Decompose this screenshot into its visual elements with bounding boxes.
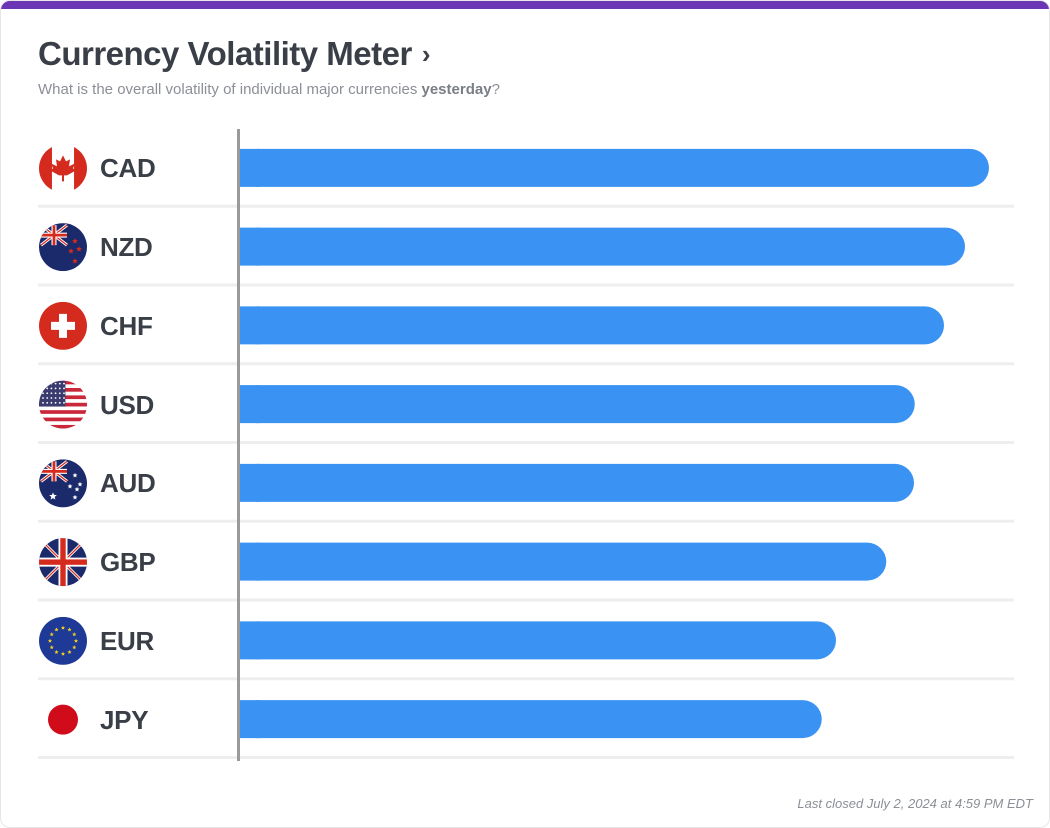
- bar-gbp: [239, 542, 887, 581]
- currency-label-usd: USD: [100, 389, 154, 420]
- uk-flag-icon: [39, 538, 87, 587]
- row-separator: [38, 519, 1014, 523]
- japan-flag-icon: [39, 695, 87, 744]
- bar-gbp-base: [239, 542, 260, 581]
- accent-bar: [1, 1, 1049, 9]
- bar-chf: [239, 306, 944, 345]
- new-zealand-flag-icon: [39, 223, 87, 272]
- y-axis-line: [237, 129, 240, 761]
- currency-label-gbp: GBP: [100, 547, 156, 578]
- last-closed-text: Last closed July 2, 2024 at 4:59 PM EDT: [797, 796, 1033, 811]
- currency-label-chf: CHF: [100, 310, 153, 341]
- bar-jpy: [239, 700, 822, 739]
- bar-nzd: [239, 227, 965, 266]
- currency-label-aud: AUD: [100, 468, 156, 499]
- row-separator: [38, 204, 1014, 208]
- bar-cad: [239, 148, 989, 187]
- title-link[interactable]: Currency Volatility Meter ›: [38, 35, 431, 73]
- subtitle-end: ?: [491, 81, 500, 98]
- bar-aud-base: [239, 463, 260, 502]
- australia-flag-icon: [39, 459, 87, 508]
- row-separator: [38, 598, 1014, 602]
- row-separator: [38, 756, 1014, 759]
- switzerland-flag-icon: [39, 301, 87, 350]
- bar-eur-base: [239, 621, 260, 660]
- canada-flag-icon: [39, 144, 87, 193]
- bar-aud: [239, 463, 914, 502]
- currency-label-jpy: JPY: [100, 704, 149, 735]
- eu-flag-icon: [39, 616, 87, 665]
- bar-eur: [239, 621, 836, 660]
- subtitle-highlight: yesterday: [421, 81, 492, 98]
- bar-nzd-base: [239, 227, 260, 266]
- usa-flag-icon: [39, 380, 87, 429]
- bar-chf-base: [239, 306, 260, 345]
- subtitle: What is the overall volatility of indivi…: [38, 81, 500, 98]
- bar-usd: [239, 385, 915, 424]
- bar-cad-base: [239, 148, 260, 187]
- bar-usd-base: [239, 385, 260, 424]
- currency-label-nzd: NZD: [100, 232, 153, 263]
- currency-label-cad: CAD: [100, 153, 156, 184]
- row-separator: [38, 441, 1014, 444]
- bar-jpy-base: [239, 700, 260, 739]
- row-separator: [38, 283, 1014, 287]
- currency-label-eur: EUR: [100, 625, 154, 656]
- row-separator: [38, 362, 1014, 366]
- page-title[interactable]: Currency Volatility Meter: [38, 35, 412, 72]
- subtitle-text: What is the overall volatility of indivi…: [38, 81, 422, 98]
- row-separator: [38, 677, 1014, 681]
- chevron-right-icon[interactable]: ›: [421, 39, 431, 69]
